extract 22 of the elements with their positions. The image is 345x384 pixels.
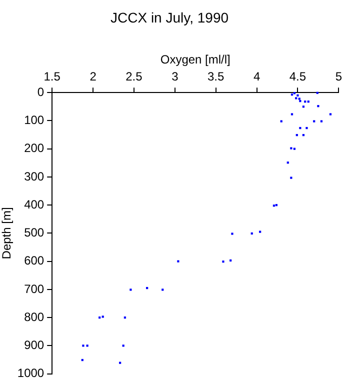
- x-tick-label: 5: [335, 70, 342, 84]
- y-tick-label: 900: [24, 338, 44, 352]
- y-tick-label: 0: [37, 84, 44, 99]
- y-tick-label: 100: [24, 113, 44, 128]
- y-axis-title: Depth [m]: [0, 207, 14, 260]
- chart-title: JCCX in July, 1990: [110, 9, 229, 26]
- x-tick-label: 4: [253, 70, 260, 84]
- x-tick-label: 3.5: [208, 70, 225, 84]
- y-tick-label: 700: [24, 282, 44, 296]
- x-tick-label: 2: [90, 70, 97, 84]
- x-axis-title: Oxygen [ml/l]: [160, 52, 230, 66]
- x-tick-label: 3: [172, 70, 179, 84]
- x-tick-label: 2.5: [126, 70, 143, 84]
- x-tick-label: 1.5: [44, 70, 61, 84]
- y-tick-label: 500: [24, 226, 44, 240]
- y-tick-label: 800: [24, 310, 44, 324]
- y-tick-label: 300: [24, 169, 44, 184]
- y-tick-label: 1000: [17, 366, 44, 380]
- y-tick-label: 200: [24, 141, 44, 156]
- y-tick-label: 600: [24, 254, 44, 268]
- x-tick-label: 4.5: [289, 70, 306, 84]
- y-tick-label: 400: [24, 197, 44, 212]
